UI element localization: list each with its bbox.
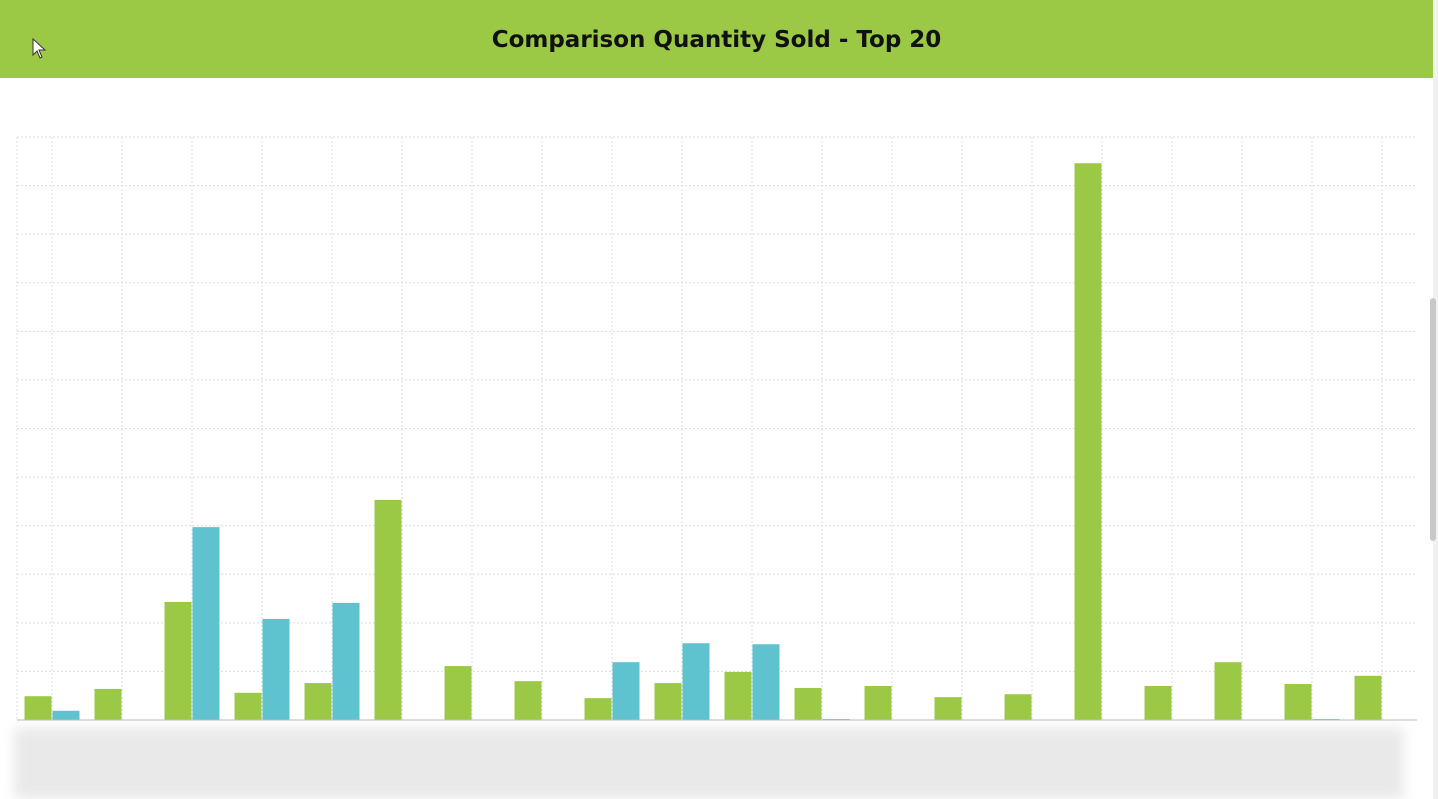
bar	[192, 527, 220, 720]
bar	[584, 698, 612, 720]
bar	[332, 602, 360, 720]
header-bar	[0, 0, 1433, 78]
bar	[304, 683, 332, 720]
bar	[752, 644, 780, 720]
bar	[52, 710, 80, 720]
bar	[794, 687, 822, 720]
bar	[934, 697, 962, 720]
bar	[1004, 694, 1032, 720]
bar	[1284, 684, 1312, 720]
bar	[724, 671, 752, 720]
bar	[94, 688, 122, 720]
bar	[444, 666, 472, 720]
bar	[612, 662, 640, 720]
chart-title: Comparison Quantity Sold - Top 20	[491, 27, 942, 53]
bar	[164, 601, 192, 720]
bar	[374, 499, 402, 720]
bar	[682, 643, 710, 720]
bar	[234, 692, 262, 720]
bar	[262, 618, 290, 720]
bar	[1144, 685, 1172, 720]
bar	[514, 681, 542, 720]
bar	[24, 696, 52, 720]
scrollbar-thumb[interactable]	[1430, 298, 1436, 541]
bar	[1214, 662, 1242, 720]
blurred-labels	[14, 728, 1404, 799]
bar	[1074, 163, 1102, 721]
cursor	[32, 37, 47, 59]
bar	[1354, 675, 1382, 720]
bar	[864, 685, 892, 720]
bar	[654, 683, 682, 720]
